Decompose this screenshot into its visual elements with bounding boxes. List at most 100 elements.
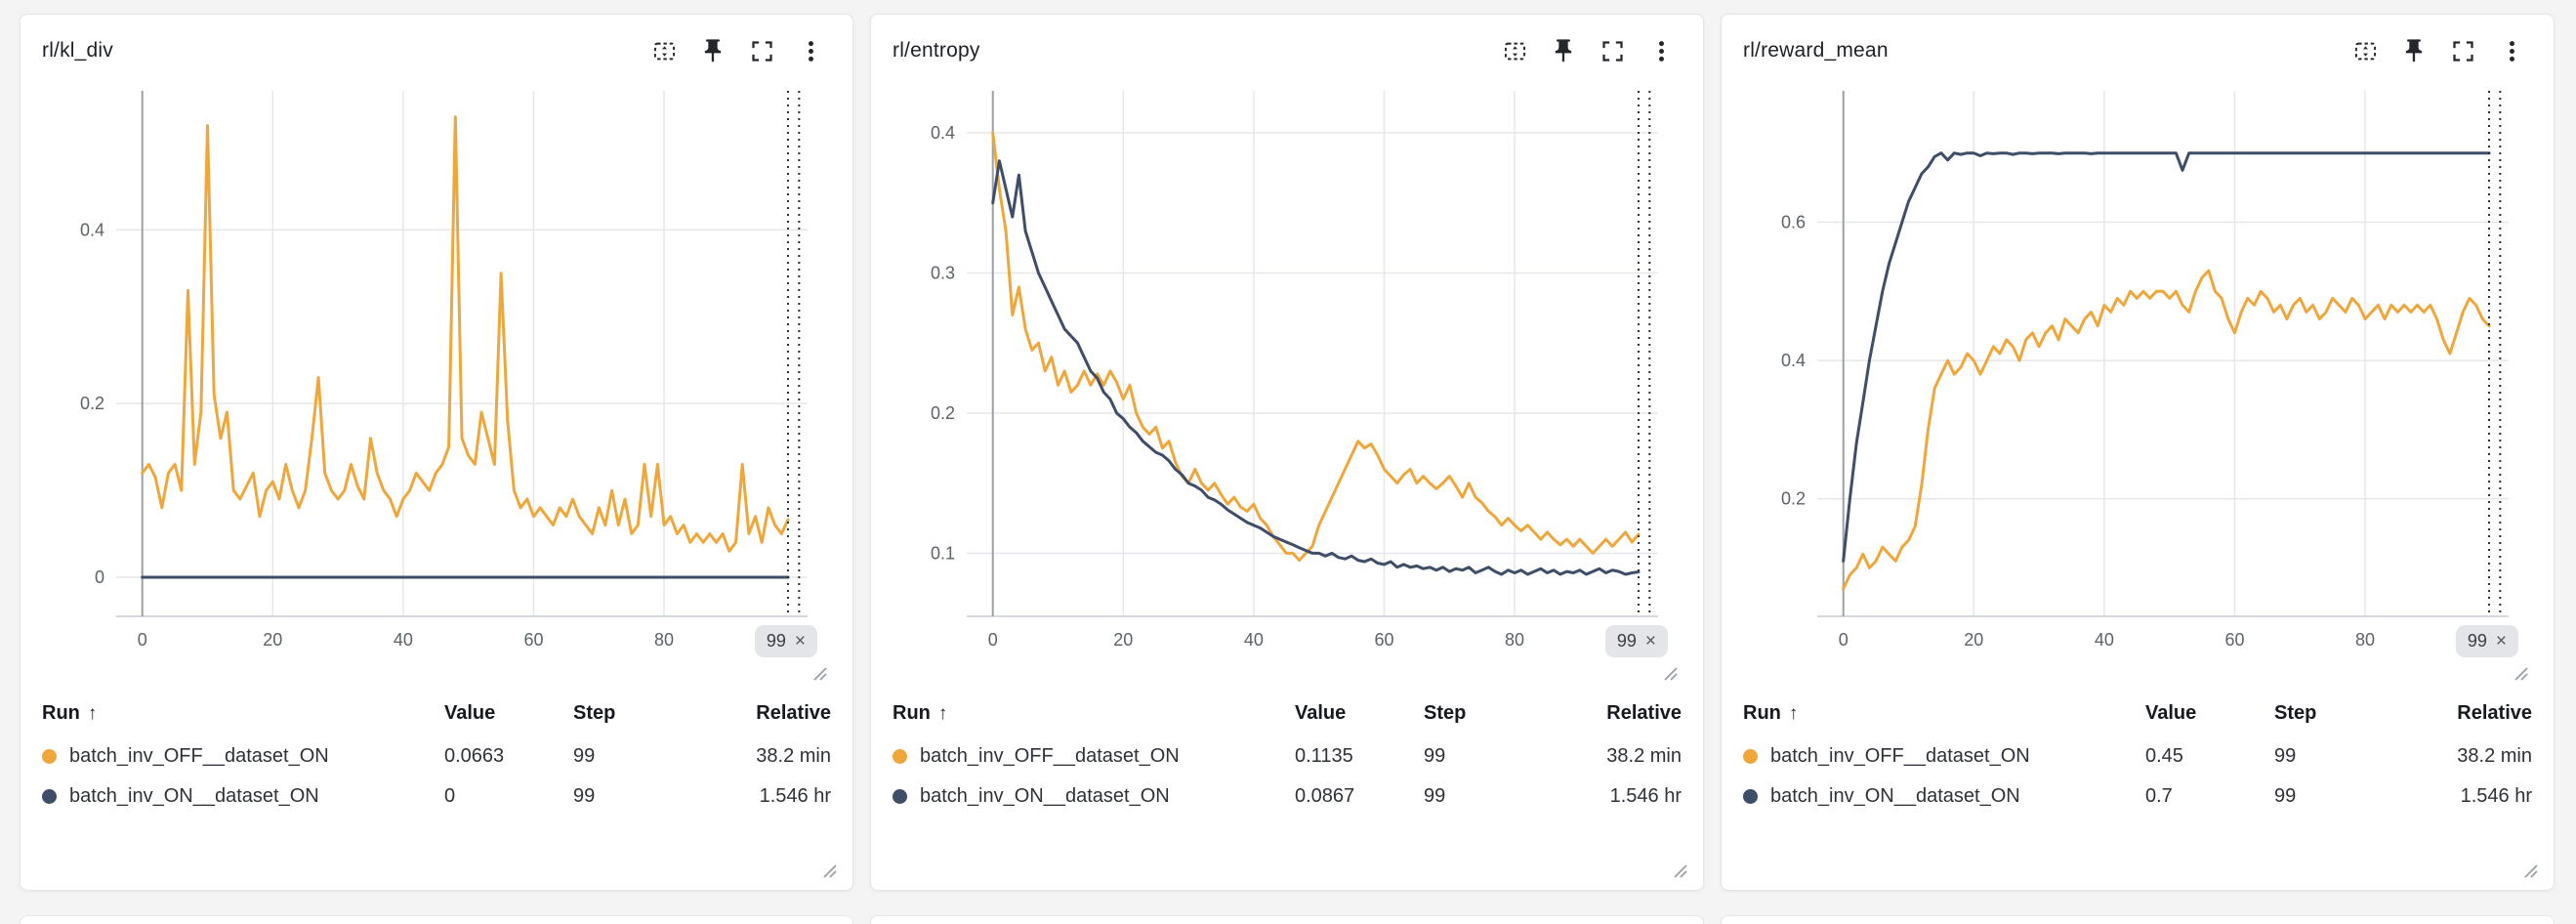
legend-header-relative[interactable]: Relative — [2457, 702, 2532, 724]
zoom-region-button[interactable] — [1494, 30, 1535, 71]
kebab-menu-icon — [2499, 38, 2525, 64]
panel-header: rl/entropy — [893, 28, 1682, 73]
svg-text:20: 20 — [263, 630, 282, 650]
legend-cell-step: 99 — [573, 785, 596, 807]
svg-text:0: 0 — [988, 630, 998, 650]
svg-text:40: 40 — [2095, 630, 2114, 650]
legend-row-run[interactable]: batch_inv_ON__dataset_ON — [42, 777, 444, 817]
run-color-dot — [893, 789, 907, 804]
zoom-region-button[interactable] — [644, 30, 685, 71]
chart-resize-handle[interactable] — [810, 663, 829, 685]
sort-arrow-icon: ↑ — [87, 702, 98, 724]
legend-header-relative[interactable]: Relative — [1606, 702, 1682, 724]
badge-close-icon[interactable]: × — [2495, 630, 2507, 651]
run-color-dot — [893, 749, 907, 764]
legend-header-value[interactable]: Value — [444, 702, 496, 724]
run-color-dot — [1743, 789, 1758, 804]
panel-header: rl/kl_div — [42, 28, 831, 73]
legend-row-run[interactable]: batch_inv_OFF__dataset_ON — [42, 736, 444, 777]
run-header-label: Run — [1743, 702, 1781, 724]
step-slider-badge[interactable]: 99 × — [2455, 625, 2518, 657]
run-name: batch_inv_OFF__dataset_ON — [920, 745, 1180, 767]
run-name: batch_inv_ON__dataset_ON — [920, 785, 1170, 807]
legend-cell-value: 0 — [444, 785, 456, 807]
legend-header-value[interactable]: Value — [1295, 702, 1347, 724]
fullscreen-icon — [1600, 38, 1626, 64]
legend-header-relative[interactable]: Relative — [756, 702, 831, 724]
legend-header-run[interactable]: Run ↑ — [893, 693, 1295, 736]
fullscreen-icon — [749, 38, 775, 64]
legend-cell-relative: 1.546 hr — [759, 785, 831, 807]
svg-text:0.4: 0.4 — [931, 123, 955, 143]
fullscreen-button[interactable] — [741, 30, 782, 71]
svg-text:40: 40 — [394, 630, 413, 650]
run-name: batch_inv_OFF__dataset_ON — [1770, 745, 2030, 767]
legend-cell-step: 99 — [573, 745, 596, 767]
chart-resize-handle[interactable] — [2511, 663, 2530, 685]
fullscreen-button[interactable] — [2442, 30, 2483, 71]
legend-row-run[interactable]: batch_inv_OFF__dataset_ON — [893, 736, 1295, 777]
legend-header-value[interactable]: Value — [2145, 702, 2197, 724]
zoom-region-icon — [1502, 38, 1528, 64]
pin-button[interactable] — [692, 30, 733, 71]
legend-row-run[interactable]: batch_inv_ON__dataset_ON — [1743, 777, 2145, 817]
fullscreen-button[interactable] — [1592, 30, 1633, 71]
step-slider-badge[interactable]: 99 × — [1604, 625, 1668, 657]
run-color-dot — [42, 789, 57, 804]
legend-row-run[interactable]: batch_inv_OFF__dataset_ON — [1743, 736, 2145, 777]
pin-button[interactable] — [2393, 30, 2434, 71]
legend-header-run[interactable]: Run ↑ — [1743, 693, 2145, 736]
panel-resize-handle[interactable] — [2520, 861, 2540, 880]
panels-row: rl/kl_div 0 20 40 60 80 0 0.2 0.4 99 × Run ↑ — [20, 14, 2555, 891]
pin-icon — [2400, 37, 2428, 64]
badge-close-icon[interactable]: × — [1644, 630, 1656, 651]
svg-text:60: 60 — [1374, 630, 1393, 650]
legend-row-run[interactable]: batch_inv_ON__dataset_ON — [893, 777, 1295, 817]
svg-text:20: 20 — [1113, 630, 1133, 650]
panel-resize-handle[interactable] — [819, 861, 839, 880]
legend-cell-relative: 38.2 min — [756, 745, 831, 767]
chart-resize-row — [42, 663, 831, 685]
line-chart[interactable]: 0 20 40 60 80 0.2 0.4 0.6 — [1743, 77, 2532, 663]
panel-actions — [644, 30, 831, 71]
line-chart[interactable]: 0 20 40 60 80 0 0.2 0.4 — [42, 77, 831, 663]
panel-header: rl/reward_mean — [1743, 28, 2532, 73]
legend-header-step[interactable]: Step — [2274, 702, 2317, 724]
kebab-menu-button[interactable] — [2491, 30, 2532, 71]
legend-cell-step: 99 — [2274, 785, 2297, 807]
legend-cell-value: 0.1135 — [1295, 745, 1353, 767]
svg-text:80: 80 — [1505, 630, 1524, 650]
badge-close-icon[interactable]: × — [794, 630, 806, 651]
legend-cell-step: 99 — [2274, 745, 2297, 767]
run-header-label: Run — [42, 702, 80, 724]
chart-panel: rl/entropy 0 20 40 60 80 0.1 0.2 0.3 0.4 99 × Ru… — [870, 14, 1704, 891]
fullscreen-icon — [2450, 38, 2476, 64]
kebab-menu-icon — [1648, 38, 1675, 64]
svg-text:80: 80 — [654, 630, 674, 650]
line-chart[interactable]: 0 20 40 60 80 0.1 0.2 0.3 0.4 — [893, 77, 1682, 663]
svg-text:60: 60 — [2224, 630, 2244, 650]
run-legend: Run ↑ Value Step Relative batch_inv_OFF_… — [1743, 693, 2532, 817]
zoom-region-icon — [2352, 38, 2379, 64]
svg-text:0: 0 — [95, 567, 104, 587]
panel-title: rl/entropy — [893, 39, 980, 62]
sort-arrow-icon: ↑ — [1788, 702, 1799, 724]
kebab-menu-button[interactable] — [790, 30, 831, 71]
legend-cell-relative: 38.2 min — [2457, 745, 2532, 767]
legend-header-run[interactable]: Run ↑ — [42, 693, 444, 736]
step-slider-badge[interactable]: 99 × — [754, 625, 817, 657]
run-name: batch_inv_OFF__dataset_ON — [69, 745, 329, 767]
legend-cell-value: 0.0867 — [1295, 785, 1355, 807]
pin-button[interactable] — [1543, 30, 1584, 71]
chart-area: 0 20 40 60 80 0.2 0.4 0.6 99 × — [1743, 77, 2532, 663]
chart-resize-handle[interactable] — [1660, 663, 1680, 685]
legend-header-step[interactable]: Step — [573, 702, 616, 724]
panel-resize-handle[interactable] — [1670, 861, 1689, 880]
kebab-menu-button[interactable] — [1641, 30, 1682, 71]
zoom-region-button[interactable] — [2345, 30, 2386, 71]
chart-resize-row — [893, 663, 1682, 685]
svg-text:0.4: 0.4 — [80, 220, 104, 239]
legend-header-step[interactable]: Step — [1424, 702, 1467, 724]
svg-text:0.2: 0.2 — [1781, 489, 1806, 509]
panel-actions — [2345, 30, 2532, 71]
